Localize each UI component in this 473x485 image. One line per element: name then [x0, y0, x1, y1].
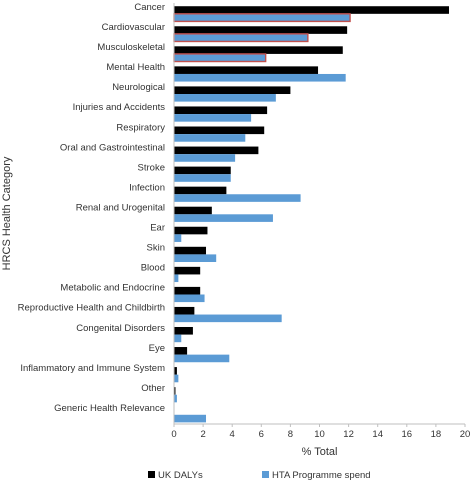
category-label-stroke: Stroke: [138, 162, 165, 173]
bar-hta-programme-spend-cardiovascular: [173, 33, 309, 43]
bar-uk-dalys-neurological: [174, 86, 291, 95]
bar-uk-dalys-oral-and-gastrointestinal: [174, 146, 259, 155]
category-label-blood: Blood: [141, 263, 165, 274]
category-label-renal-and-urogenital: Renal and Urogenital: [76, 202, 165, 213]
bar-uk-dalys-cancer: [174, 6, 449, 14]
category-label-eye: Eye: [149, 343, 165, 354]
x-tick-label-20: 20: [460, 429, 471, 440]
bar-hta-programme-spend-musculoskeletal: [173, 53, 267, 63]
x-tick-label-6: 6: [259, 429, 264, 440]
category-label-ear: Ear: [150, 223, 165, 234]
category-label-cancer: Cancer: [134, 2, 165, 13]
bar-hta-programme-spend-congenital-disorders: [174, 334, 182, 343]
bar-uk-dalys-inflammatory-and-immune-system: [174, 367, 177, 375]
bar-hta-programme-spend-mental-health: [174, 73, 346, 82]
bar-uk-dalys-renal-and-urogenital: [174, 206, 212, 215]
x-tick-label-8: 8: [288, 429, 293, 440]
category-label-mental-health: Mental Health: [106, 62, 165, 73]
category-label-injuries-and-accidents: Injuries and Accidents: [73, 102, 166, 113]
legend-label-hta-programme-spend: HTA Programme spend: [272, 470, 371, 481]
bar-uk-dalys-stroke: [174, 166, 231, 175]
bar-hta-programme-spend-ear: [174, 234, 182, 242]
bar-hta-programme-spend-generic-health-relevance: [174, 414, 207, 423]
x-tick-label-10: 10: [314, 429, 325, 440]
bar-uk-dalys-injuries-and-accidents: [174, 106, 268, 115]
bar-uk-dalys-metabolic-and-endocrine: [174, 286, 201, 295]
legend-swatch-uk-dalys: [148, 471, 155, 478]
bar-uk-dalys-blood: [174, 266, 201, 275]
bars-layer: [173, 6, 449, 423]
category-label-generic-health-relevance: Generic Health Relevance: [54, 403, 165, 414]
x-axis-title: % Total: [302, 446, 338, 458]
category-labels: Cancer Cardiovascular Musculoskeletal Menta…: [18, 2, 166, 414]
x-tick-label-18: 18: [431, 429, 442, 440]
bar-uk-dalys-cardiovascular: [174, 26, 348, 34]
bar-hta-programme-spend-renal-and-urogenital: [174, 214, 273, 222]
bar-hta-programme-spend-infection: [174, 194, 301, 202]
x-tick-label-0: 0: [171, 429, 176, 440]
bar-hta-programme-spend-injuries-and-accidents: [174, 114, 252, 122]
category-label-inflammatory-and-immune-system: Inflammatory and Immune System: [20, 363, 165, 374]
bar-uk-dalys-mental-health: [174, 66, 319, 74]
bar-hta-programme-spend-inflammatory-and-immune-system: [174, 374, 179, 383]
legend-swatch-hta-programme-spend: [262, 471, 269, 478]
category-label-infection: Infection: [129, 182, 165, 193]
x-tick-label-16: 16: [402, 429, 413, 440]
bar-hta-programme-spend-oral-and-gastrointestinal: [174, 154, 236, 162]
x-tick-label-2: 2: [200, 429, 205, 440]
y-axis-title: HRCS Health Category: [1, 156, 13, 270]
bar-uk-dalys-ear: [174, 226, 208, 235]
bar-uk-dalys-respiratory: [174, 126, 265, 135]
x-tick-label-4: 4: [230, 429, 235, 440]
category-label-neurological: Neurological: [112, 82, 165, 93]
bar-uk-dalys-reproductive-health-and-childbirth: [174, 306, 195, 315]
bar-hta-programme-spend-cancer: [173, 13, 351, 23]
bar-hta-programme-spend-skin: [174, 254, 217, 262]
x-tick-label-14: 14: [372, 429, 383, 440]
bar-hta-programme-spend-blood: [174, 274, 179, 283]
category-label-oral-and-gastrointestinal: Oral and Gastrointestinal: [60, 142, 165, 153]
category-label-metabolic-and-endocrine: Metabolic and Endocrine: [60, 283, 165, 294]
x-axis-ticks: 0 2 4 6 8 10 12 14 16 18 20: [171, 424, 470, 440]
category-label-reproductive-health-and-childbirth: Reproductive Health and Childbirth: [18, 303, 165, 314]
bar-hta-programme-spend-neurological: [174, 94, 276, 102]
bar-hta-programme-spend-respiratory: [174, 134, 246, 142]
x-tick-label-12: 12: [343, 429, 354, 440]
bar-uk-dalys-skin: [174, 246, 207, 255]
category-label-musculoskeletal: Musculoskeletal: [97, 42, 165, 53]
bar-uk-dalys-infection: [174, 186, 227, 195]
category-label-congenital-disorders: Congenital Disorders: [76, 323, 165, 334]
bar-hta-programme-spend-stroke: [174, 174, 231, 182]
bar-uk-dalys-other: [174, 387, 176, 395]
category-label-cardiovascular: Cardiovascular: [102, 22, 165, 33]
bar-uk-dalys-congenital-disorders: [174, 326, 193, 335]
legend: UK DALYs HTA Programme spend: [148, 470, 371, 481]
bar-hta-programme-spend-eye: [174, 354, 230, 363]
bar-uk-dalys-eye: [174, 347, 188, 355]
bar-hta-programme-spend-other: [174, 394, 177, 403]
category-label-respiratory: Respiratory: [116, 122, 165, 133]
bar-uk-dalys-musculoskeletal: [174, 46, 343, 54]
bar-hta-programme-spend-metabolic-and-endocrine: [174, 294, 205, 303]
legend-label-uk-dalys: UK DALYs: [158, 470, 203, 481]
bar-hta-programme-spend-reproductive-health-and-childbirth: [174, 314, 282, 323]
category-label-other: Other: [141, 383, 165, 394]
category-label-skin: Skin: [147, 243, 165, 254]
